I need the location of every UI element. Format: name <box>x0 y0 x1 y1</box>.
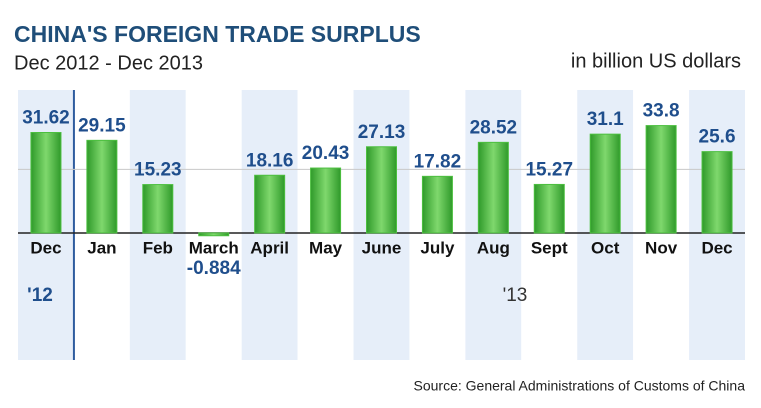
bar <box>198 232 230 237</box>
x-tick-label: Jan <box>87 238 116 257</box>
bar <box>533 183 565 234</box>
value-label: 25.6 <box>699 127 736 148</box>
value-label: 15.23 <box>134 160 182 181</box>
x-tick-label: Feb <box>143 238 173 257</box>
x-tick-label: March <box>189 238 239 257</box>
x-tick-label: June <box>362 238 402 257</box>
bar <box>310 167 342 234</box>
value-label: 28.52 <box>470 117 518 138</box>
x-tick-label: Dec <box>30 238 61 257</box>
x-tick-label: May <box>309 238 343 257</box>
source: Source: General Administrations of Custo… <box>414 378 746 394</box>
bar <box>477 141 509 234</box>
value-label: 29.15 <box>78 115 126 136</box>
x-tick-label: Aug <box>477 238 510 257</box>
unit-label: in billion US dollars <box>571 50 741 72</box>
value-label: 15.27 <box>525 159 573 180</box>
bar <box>589 133 621 234</box>
bar <box>86 139 118 234</box>
value-label: 27.13 <box>358 122 406 143</box>
bar <box>421 175 453 234</box>
bar <box>645 125 677 234</box>
value-label: 31.62 <box>22 108 70 129</box>
chart-subtitle: Dec 2012 - Dec 2013 <box>14 52 203 74</box>
value-label: -0.884 <box>187 258 241 279</box>
bar <box>254 174 286 234</box>
column-band <box>185 90 242 360</box>
x-tick-label: Nov <box>645 238 678 257</box>
bar <box>366 146 397 234</box>
x-tick-label: April <box>250 238 289 257</box>
x-tick-label: Dec <box>701 238 732 257</box>
value-label: 31.1 <box>587 109 624 130</box>
value-label: 17.82 <box>414 151 462 172</box>
x-tick-label: Oct <box>591 238 620 257</box>
value-label: 20.43 <box>302 143 350 164</box>
chart-title: CHINA'S FOREIGN TRADE SURPLUS <box>14 21 421 47</box>
bar <box>142 184 174 234</box>
year-label: '13 <box>503 285 528 306</box>
x-tick-label: July <box>420 238 455 257</box>
value-label: 33.8 <box>643 101 680 122</box>
bar <box>30 132 62 234</box>
year-label: '12 <box>27 285 53 306</box>
x-tick-label: Sept <box>531 238 568 257</box>
bar <box>701 151 733 234</box>
value-label: 18.16 <box>246 150 294 171</box>
